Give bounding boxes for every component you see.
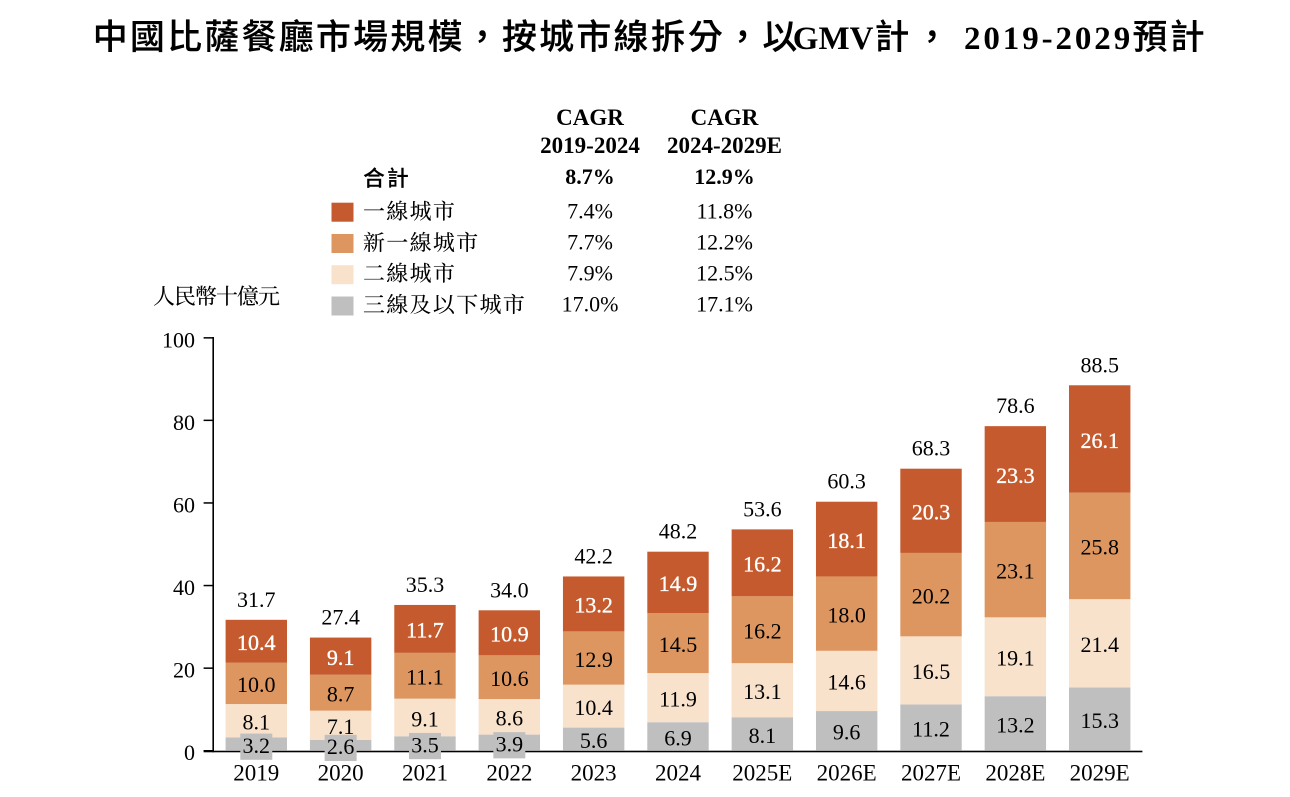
svg-text:9.1: 9.1	[327, 645, 355, 670]
svg-text:12.9: 12.9	[574, 647, 613, 672]
svg-text:10.4: 10.4	[574, 695, 613, 720]
svg-text:7.4%: 7.4%	[567, 198, 613, 223]
svg-text:6.9: 6.9	[664, 725, 692, 750]
svg-text:11.7: 11.7	[406, 618, 444, 643]
svg-text:11.8%: 11.8%	[696, 198, 752, 223]
svg-text:7.1: 7.1	[327, 714, 355, 739]
svg-text:3.9: 3.9	[496, 731, 524, 756]
svg-text:19.1: 19.1	[996, 646, 1035, 671]
svg-text:13.2: 13.2	[996, 712, 1035, 737]
svg-text:17.0%: 17.0%	[562, 292, 619, 317]
svg-text:78.6: 78.6	[996, 393, 1035, 418]
svg-text:5.6: 5.6	[580, 728, 608, 753]
svg-text:60.3: 60.3	[827, 469, 866, 494]
svg-text:2019-2024: 2019-2024	[540, 133, 640, 158]
svg-text:0: 0	[184, 740, 195, 765]
svg-text:53.6: 53.6	[743, 496, 782, 521]
svg-text:16.2: 16.2	[743, 552, 782, 577]
svg-text:14.5: 14.5	[659, 632, 698, 657]
svg-text:18.1: 18.1	[827, 528, 866, 553]
svg-text:23.3: 23.3	[996, 463, 1035, 488]
svg-text:60: 60	[173, 493, 195, 518]
svg-text:11.9: 11.9	[659, 686, 697, 711]
svg-text:8.1: 8.1	[243, 710, 271, 735]
svg-text:2027E: 2027E	[901, 761, 961, 786]
svg-text:8.1: 8.1	[749, 723, 777, 748]
svg-text:20.3: 20.3	[912, 500, 951, 525]
svg-text:31.7: 31.7	[237, 587, 276, 612]
svg-text:2019-2029: 2019-2029	[964, 21, 1133, 57]
svg-text:CAGR: CAGR	[691, 105, 759, 130]
svg-text:20.2: 20.2	[912, 583, 951, 608]
svg-text:88.5: 88.5	[1080, 352, 1119, 377]
svg-text:27.4: 27.4	[321, 605, 360, 630]
svg-text:9.1: 9.1	[411, 706, 439, 731]
svg-text:9.6: 9.6	[833, 720, 861, 745]
svg-text:CAGR: CAGR	[556, 105, 624, 130]
svg-text:100: 100	[162, 327, 195, 352]
svg-text:2023: 2023	[571, 761, 617, 786]
svg-text:14.9: 14.9	[659, 571, 698, 596]
svg-text:10.6: 10.6	[490, 666, 529, 691]
svg-text:12.5%: 12.5%	[696, 260, 753, 285]
svg-text:2.6: 2.6	[327, 734, 355, 759]
svg-text:16.5: 16.5	[912, 659, 951, 684]
svg-text:15.3: 15.3	[1080, 708, 1119, 733]
svg-text:3.2: 3.2	[243, 733, 271, 758]
svg-text:40: 40	[173, 575, 195, 600]
svg-text:2028E: 2028E	[985, 761, 1045, 786]
svg-text:23.1: 23.1	[996, 558, 1035, 583]
svg-text:80: 80	[173, 410, 195, 435]
svg-text:8.7%: 8.7%	[565, 164, 615, 189]
svg-text:10.4: 10.4	[237, 630, 276, 655]
svg-text:8.6: 8.6	[496, 706, 524, 731]
svg-text:2022: 2022	[486, 761, 532, 786]
svg-text:25.8: 25.8	[1080, 535, 1119, 560]
svg-text:2026E: 2026E	[817, 761, 877, 786]
svg-text:2025E: 2025E	[732, 761, 792, 786]
svg-text:8.7: 8.7	[327, 681, 355, 706]
svg-text:10.9: 10.9	[490, 622, 529, 647]
svg-text:2020: 2020	[318, 761, 364, 786]
svg-text:48.2: 48.2	[659, 519, 698, 544]
svg-text:7.9%: 7.9%	[567, 260, 613, 285]
svg-text:GMV: GMV	[793, 21, 874, 57]
svg-text:3.5: 3.5	[411, 732, 439, 757]
svg-text:2024-2029E: 2024-2029E	[667, 133, 782, 158]
svg-text:2029E: 2029E	[1070, 761, 1130, 786]
svg-text:12.9%: 12.9%	[694, 164, 755, 189]
svg-text:68.3: 68.3	[912, 436, 951, 461]
svg-text:10.0: 10.0	[237, 672, 276, 697]
svg-text:34.0: 34.0	[490, 577, 529, 602]
svg-text:21.4: 21.4	[1080, 632, 1119, 657]
svg-text:2019: 2019	[233, 761, 279, 786]
svg-text:13.1: 13.1	[743, 679, 782, 704]
svg-text:20: 20	[173, 658, 195, 683]
svg-text:7.7%: 7.7%	[567, 230, 613, 255]
svg-text:26.1: 26.1	[1080, 428, 1119, 453]
svg-text:42.2: 42.2	[574, 543, 613, 568]
svg-text:11.2: 11.2	[912, 716, 950, 741]
svg-text:16.2: 16.2	[743, 619, 782, 644]
svg-text:13.2: 13.2	[574, 593, 613, 618]
svg-text:14.6: 14.6	[827, 670, 866, 695]
svg-text:12.2%: 12.2%	[696, 230, 753, 255]
svg-text:35.3: 35.3	[406, 572, 445, 597]
svg-text:2024: 2024	[655, 761, 702, 786]
svg-text:2021: 2021	[402, 761, 448, 786]
svg-text:17.1%: 17.1%	[696, 292, 753, 317]
svg-text:11.1: 11.1	[406, 665, 444, 690]
svg-text:18.0: 18.0	[827, 602, 866, 627]
